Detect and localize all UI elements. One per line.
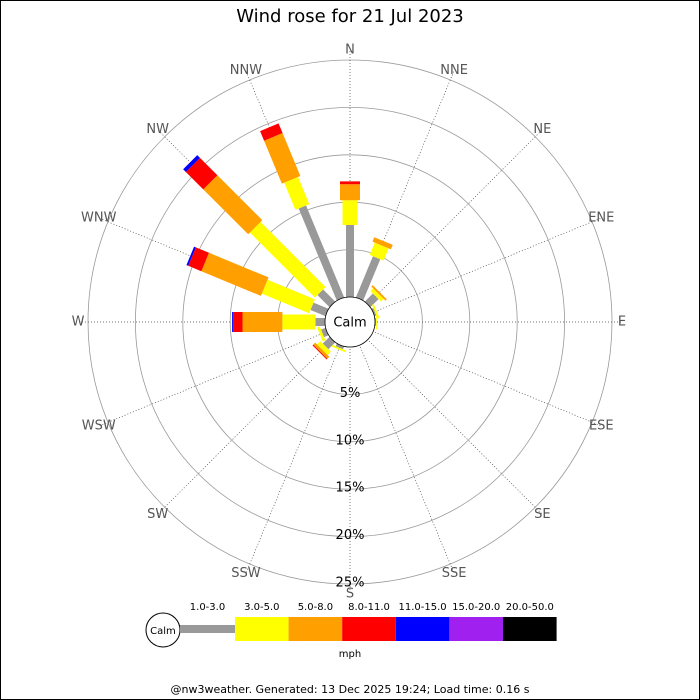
rose-segment (185, 157, 218, 190)
rose-segment (364, 293, 379, 308)
legend-swatch (503, 617, 557, 641)
legend-swatch (449, 617, 503, 641)
ring (182, 154, 518, 490)
legend-swatch (395, 617, 450, 641)
calm-label: Calm (333, 316, 366, 331)
rose-segment (264, 133, 301, 184)
direction-label: W (72, 315, 85, 330)
rose-segment (331, 344, 347, 353)
rose-segment (188, 247, 209, 272)
ring (134, 106, 566, 538)
rose-segment (203, 175, 263, 235)
ring-label: 15% (336, 481, 365, 496)
direction-label: NW (146, 122, 169, 137)
direction-label: SSW (231, 566, 261, 581)
legend-label: 15.0-20.0 (452, 602, 500, 613)
legend-label: 5.0-8.0 (298, 602, 333, 613)
legend-swatch (288, 617, 343, 641)
direction-label: NNE (440, 63, 468, 78)
spoke (157, 321, 351, 515)
rose-segment (317, 289, 336, 308)
rose-segment (201, 252, 269, 296)
rose-segment (284, 176, 310, 210)
direction-label: NNW (230, 63, 262, 78)
legend-label: 8.0-11.0 (348, 602, 390, 613)
rose-segment (375, 314, 377, 330)
ring-label: 25% (336, 576, 365, 591)
direction-label: ESE (589, 419, 614, 434)
spoke (349, 217, 602, 323)
rose-segment (371, 285, 387, 301)
footer: @nw3weather. Generated: 13 Dec 2025 19:2… (171, 683, 530, 696)
legend-label: 3.0-5.0 (244, 602, 279, 613)
rose-segment (370, 288, 384, 302)
rose-segment (371, 304, 380, 319)
legend-unit: mph (339, 649, 361, 660)
rose-segment (313, 342, 330, 359)
legend-swatch (180, 625, 235, 633)
legend-label: 1.0-3.0 (190, 602, 225, 613)
chart-title: Wind rose for 21 Jul 2023 (236, 6, 464, 27)
legend-calm-label: Calm (150, 626, 176, 637)
rose-segment (340, 184, 360, 201)
direction-label: E (618, 315, 626, 330)
direction-label: SE (534, 507, 550, 522)
rose-segment (317, 326, 326, 342)
rose-segment (282, 314, 316, 330)
rose-segment (312, 344, 328, 360)
rose-segment (335, 343, 345, 350)
calm-circle (324, 296, 376, 348)
rose-segment (298, 205, 345, 301)
rose-segment (342, 200, 358, 225)
direction-label: WSW (82, 419, 116, 434)
direction-label: SSE (442, 566, 467, 581)
direction-label: SW (147, 507, 168, 522)
rose-segment (242, 312, 283, 332)
rose-segment (371, 308, 377, 317)
rose-segment (355, 256, 381, 301)
rose-segment (315, 318, 325, 326)
ring-label: 10% (336, 433, 365, 448)
rose-segment (186, 246, 196, 266)
direction-label: ENE (588, 210, 614, 225)
rose-segment (316, 341, 331, 356)
rose-segment (372, 237, 393, 250)
legend-swatch (342, 617, 396, 641)
rose-segment (310, 302, 329, 317)
spoke (349, 321, 602, 427)
direction-label: WNW (81, 210, 117, 225)
legend-label: 20.0-50.0 (506, 602, 554, 613)
legend-label: 11.0-15.0 (399, 602, 447, 613)
direction-label: NE (533, 122, 551, 137)
rose-segment (261, 279, 315, 314)
rose-segment (232, 312, 234, 332)
rose-segment (320, 327, 329, 338)
rose-segment (183, 155, 200, 172)
spoke (245, 321, 351, 574)
legend-swatch (235, 617, 289, 641)
rose-segment (249, 221, 326, 298)
rose-segment (260, 123, 283, 141)
ring-label: 5% (340, 386, 361, 401)
ring-label: 20% (336, 528, 365, 543)
direction-label: S (346, 587, 354, 602)
direction-label: N (345, 43, 355, 58)
spoke (349, 129, 543, 323)
rose-segment (340, 181, 360, 185)
rose-segment (233, 312, 243, 332)
spoke (349, 321, 543, 515)
rose-segment (369, 242, 389, 261)
rose-segment (346, 224, 354, 297)
spoke (98, 321, 351, 427)
spoke (349, 321, 455, 574)
